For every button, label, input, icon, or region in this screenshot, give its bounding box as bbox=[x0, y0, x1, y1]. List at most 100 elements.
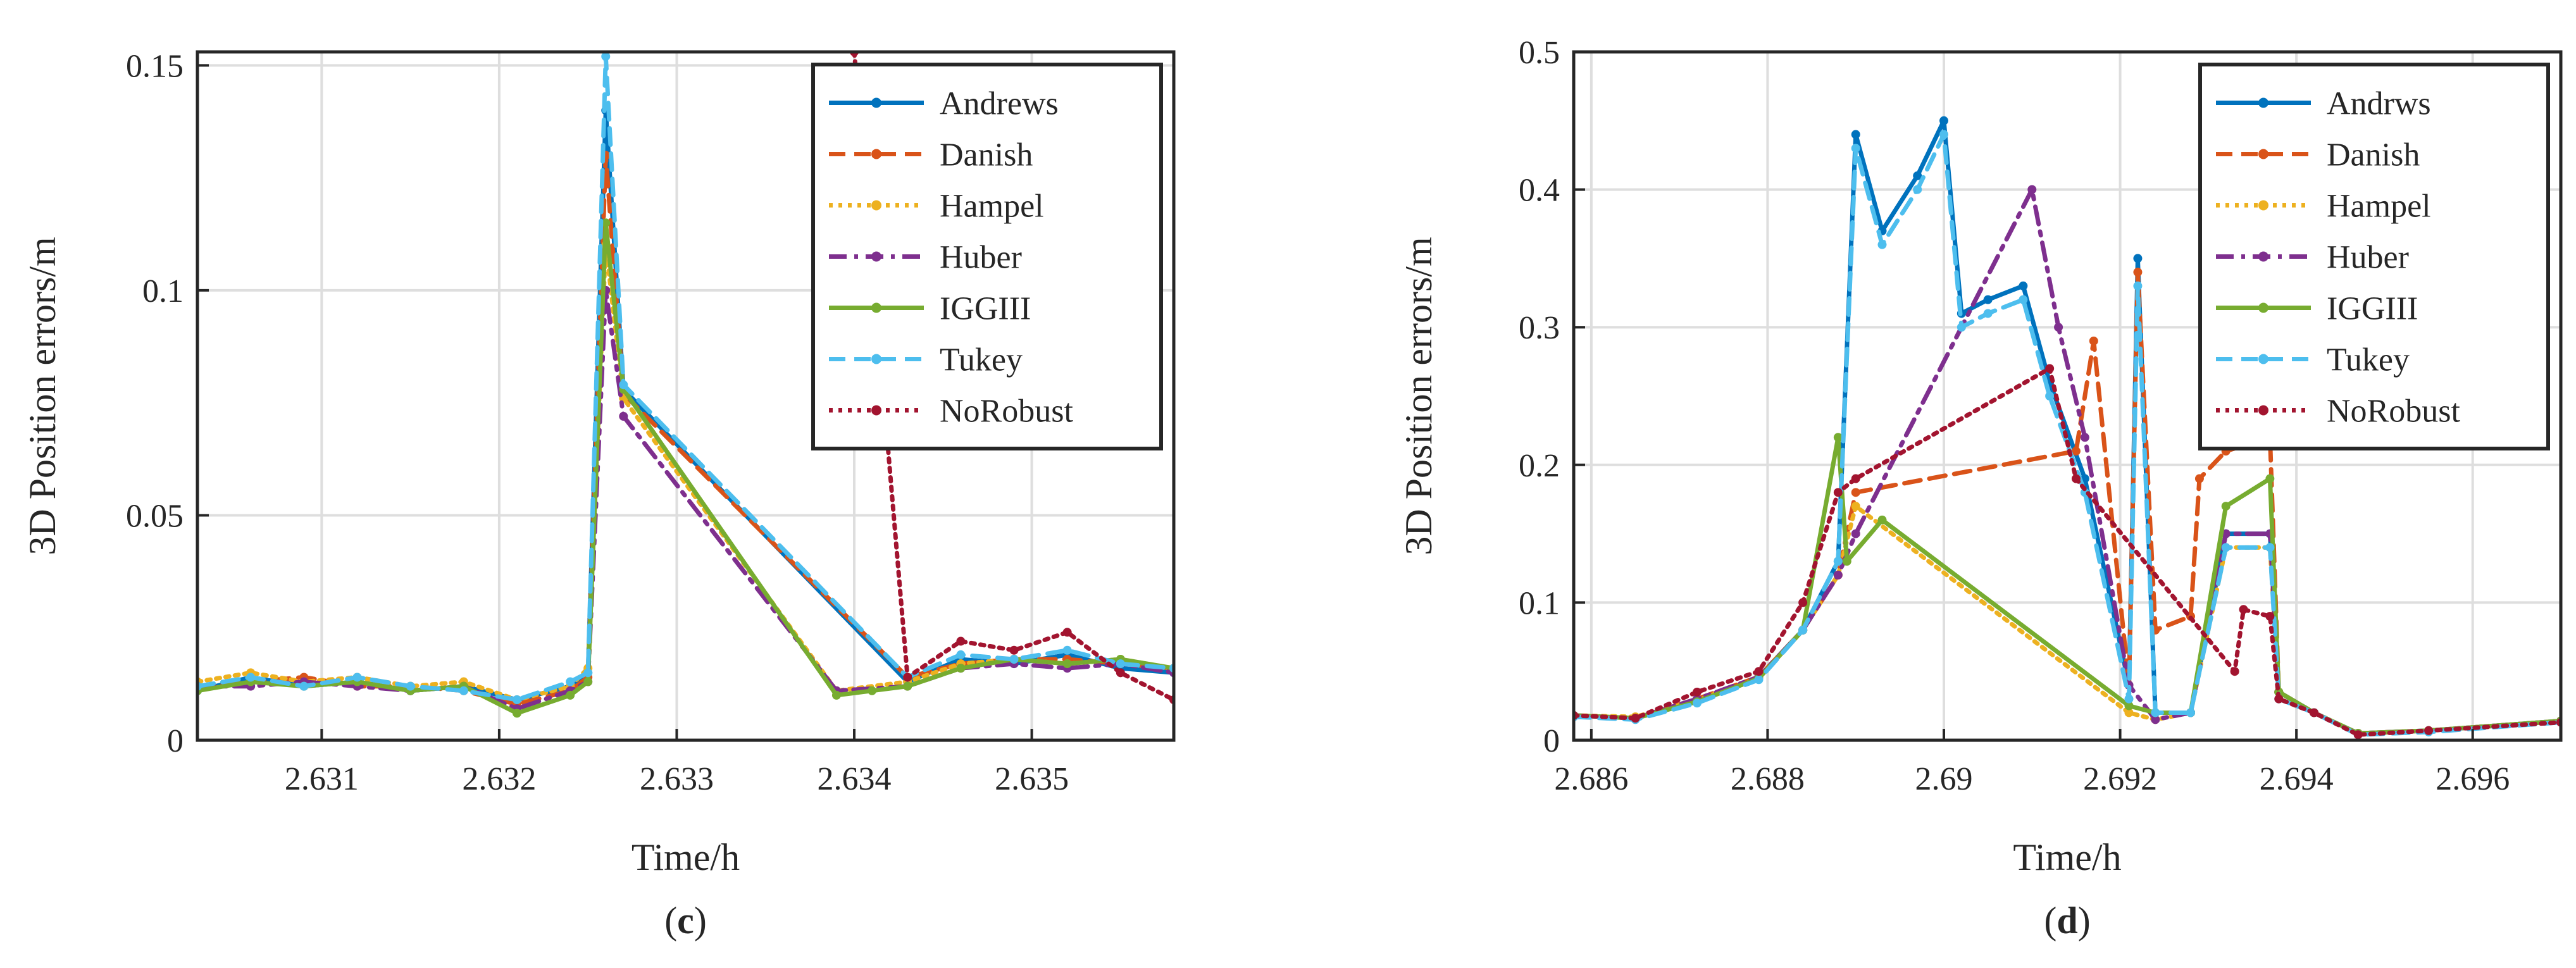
data-point-tukey bbox=[512, 695, 521, 704]
data-point-huber bbox=[2054, 323, 2063, 332]
data-point-tukey bbox=[1754, 675, 1764, 685]
data-point-tukey bbox=[1062, 645, 1072, 655]
data-point-norobust bbox=[2265, 612, 2275, 621]
data-point-iggiii bbox=[956, 664, 966, 673]
legend-item: Andrws bbox=[2216, 86, 2431, 122]
data-point-huber bbox=[2151, 715, 2160, 724]
data-point-norobust bbox=[1009, 645, 1019, 655]
data-point-norobust bbox=[1062, 628, 1072, 637]
chart-panel-d: 2.686 2.688 2.69 2.692 2.694 2.696 0 0.1 0.2 0.3 0… bbox=[1398, 35, 2563, 941]
legend-marker bbox=[871, 302, 881, 313]
y-tick-label: 0.05 bbox=[126, 498, 184, 534]
x-tick-label: 2.692 bbox=[2083, 761, 2157, 797]
data-point-tukey bbox=[2133, 281, 2143, 290]
data-point-norobust bbox=[1798, 598, 1808, 607]
data-point-andrws bbox=[1913, 171, 1922, 180]
data-point-tukey bbox=[406, 681, 415, 691]
legend-label: Danish bbox=[940, 137, 1033, 173]
legend-marker bbox=[2258, 354, 2268, 364]
data-point-iggiii bbox=[1062, 659, 1072, 669]
data-point-iggiii bbox=[2221, 502, 2231, 511]
data-point-iggiii bbox=[868, 686, 877, 695]
data-point-norobust bbox=[2310, 708, 2318, 717]
legend-item: Danish bbox=[2216, 137, 2420, 173]
legend: Andrws Danish Hampel Huber IGGIII Tukey NoRobu… bbox=[2198, 63, 2550, 450]
data-point-norobust bbox=[2424, 726, 2434, 735]
y-tick-label: 0 bbox=[1543, 723, 1560, 759]
data-point-norobust bbox=[2230, 667, 2239, 676]
data-point-tukey bbox=[583, 668, 593, 678]
legend-item: Hampel bbox=[2216, 189, 2431, 225]
x-axis-label: Time/h bbox=[2013, 836, 2121, 878]
y-tick-label: 0.5 bbox=[1519, 35, 1560, 71]
data-point-tukey bbox=[1939, 130, 1948, 139]
data-point-norobust bbox=[2071, 474, 2081, 483]
legend-item: Danish bbox=[829, 137, 1033, 173]
y-tick-label: 0.3 bbox=[1519, 310, 1560, 346]
data-point-norobust bbox=[2353, 730, 2363, 740]
data-point-tukey bbox=[2186, 708, 2195, 717]
legend-label: Tukey bbox=[940, 342, 1023, 378]
data-point-tukey bbox=[352, 673, 362, 682]
legend-label: Hampel bbox=[940, 189, 1044, 225]
data-point-danish bbox=[2194, 474, 2204, 483]
data-point-iggiii bbox=[601, 218, 611, 228]
data-point-norobust bbox=[1116, 668, 1125, 678]
data-point-iggiii bbox=[1842, 557, 1851, 566]
data-point-tukey bbox=[2045, 392, 2055, 400]
data-point-danish bbox=[2133, 268, 2143, 277]
legend-label: NoRobust bbox=[940, 394, 1073, 430]
legend-marker bbox=[2258, 200, 2268, 211]
y-axis-label: 3D Position errors/m bbox=[1398, 237, 1440, 555]
legend-marker bbox=[871, 200, 881, 211]
data-point-iggiii bbox=[2265, 474, 2275, 483]
legend-marker bbox=[2258, 149, 2268, 159]
x-tick-label: 2.694 bbox=[2260, 761, 2334, 797]
data-point-tukey bbox=[299, 681, 309, 691]
data-point-tukey bbox=[601, 52, 611, 61]
data-point-tukey bbox=[956, 650, 966, 659]
legend-marker bbox=[2258, 97, 2268, 108]
data-point-tukey bbox=[1798, 625, 1808, 635]
x-tick-label: 2.688 bbox=[1731, 761, 1805, 797]
data-point-iggiii bbox=[2124, 701, 2134, 710]
series-group bbox=[197, 52, 1174, 718]
legend-label: Andrws bbox=[2327, 86, 2431, 122]
y-tick-label: 0.1 bbox=[1519, 585, 1560, 621]
data-point-tukey bbox=[2151, 708, 2160, 717]
legend-item: NoRobust bbox=[2216, 394, 2460, 430]
data-point-huber bbox=[1851, 529, 1860, 538]
data-point-tukey bbox=[1957, 323, 1966, 332]
data-point-iggiii bbox=[831, 690, 841, 700]
y-tick-label: 0.2 bbox=[1519, 448, 1560, 484]
data-point-tukey bbox=[2265, 543, 2275, 552]
data-point-tukey bbox=[1913, 185, 1922, 194]
data-point-norobust bbox=[1833, 488, 1843, 497]
legend-marker bbox=[871, 97, 881, 108]
data-point-danish bbox=[1851, 488, 1860, 497]
data-point-norobust bbox=[2239, 605, 2248, 614]
legend-item: IGGIII bbox=[829, 291, 1031, 327]
data-point-danish bbox=[2089, 336, 2098, 345]
legend-item: Tukey bbox=[829, 342, 1023, 378]
data-point-tukey bbox=[566, 677, 575, 686]
data-point-norobust bbox=[1631, 714, 1640, 723]
legend-label: Danish bbox=[2327, 137, 2420, 173]
data-point-huber bbox=[2027, 185, 2037, 194]
legend-label: Huber bbox=[2327, 240, 2409, 276]
data-point-huber bbox=[2080, 433, 2089, 442]
data-point-norobust bbox=[956, 636, 966, 646]
data-point-andrws bbox=[1851, 130, 1860, 139]
data-point-norobust bbox=[1754, 667, 1764, 676]
series-group bbox=[1574, 116, 2561, 740]
data-point-tukey bbox=[1877, 240, 1887, 249]
y-tick-label: 0 bbox=[167, 723, 184, 759]
data-point-norobust bbox=[2045, 364, 2055, 373]
data-point-iggiii bbox=[1833, 433, 1843, 442]
data-point-iggiii bbox=[512, 709, 521, 718]
data-point-hampel bbox=[1851, 502, 1860, 511]
legend-marker bbox=[871, 149, 881, 159]
y-tick-label: 0.15 bbox=[126, 48, 184, 84]
axes-frame bbox=[1572, 50, 2563, 742]
